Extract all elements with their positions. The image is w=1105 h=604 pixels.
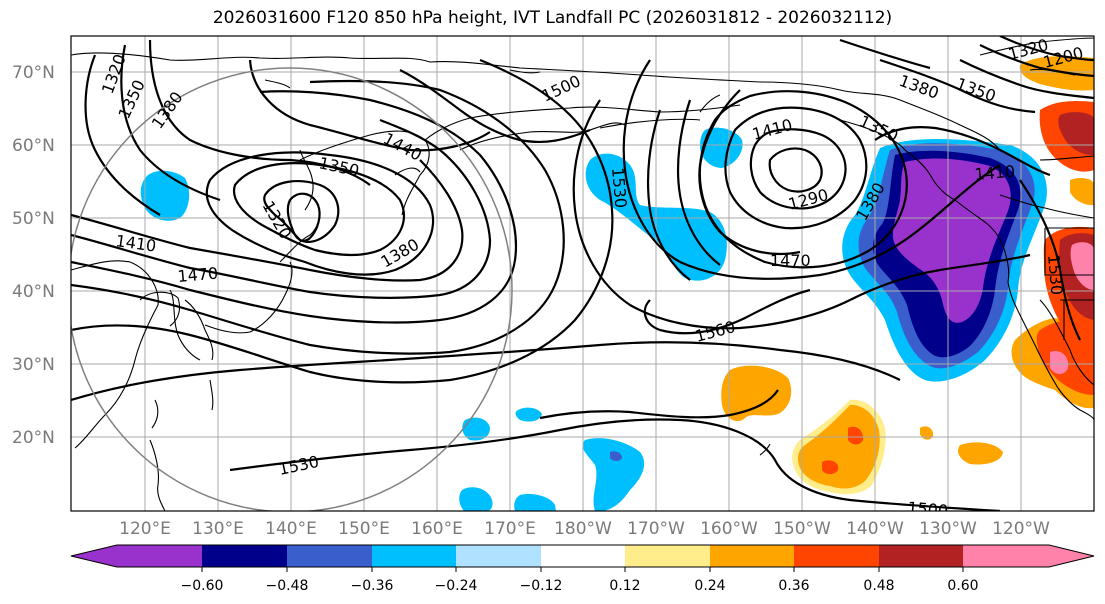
colorbar-swatch	[117, 545, 202, 567]
contour-label: 1470	[177, 264, 219, 286]
longitude-labels: 120°E 130°E 140°E 150°E 160°E 170°E 180°…	[119, 519, 1050, 539]
lon-label: 150°E	[338, 519, 390, 539]
lon-label: 160°W	[700, 519, 758, 539]
colorbar-swatch	[456, 545, 541, 567]
colorbar-tick-label: −0.36	[351, 578, 394, 594]
lon-label: 120°E	[119, 519, 171, 539]
lon-label: 130°E	[192, 519, 244, 539]
lon-label: 150°W	[773, 519, 831, 539]
lon-label: 130°W	[919, 519, 977, 539]
lon-label: 170°W	[627, 519, 685, 539]
colorbar-swatch	[794, 545, 879, 567]
lon-label: 140°W	[846, 519, 904, 539]
colorbar-tick-label: −0.24	[435, 578, 478, 594]
lat-label: 50°N	[12, 209, 55, 229]
colorbar-max-extend	[1049, 545, 1094, 567]
colorbar-swatch	[287, 545, 372, 567]
lon-label: 180°W	[554, 519, 612, 539]
colorbar-tick-label: 0.36	[778, 578, 809, 594]
colorbar-swatch	[372, 545, 456, 567]
contour-label: 1410	[974, 162, 1016, 184]
lon-label: 140°E	[265, 519, 317, 539]
colorbar-tick-label: 0.60	[947, 578, 978, 594]
contour-label: 1470	[770, 251, 811, 270]
lat-label: 20°N	[12, 428, 55, 448]
colorbar-swatch	[625, 545, 710, 567]
lon-label: 170°E	[484, 519, 536, 539]
contour-label: 1530	[608, 167, 630, 209]
contour-label: 1500	[907, 498, 949, 520]
colorbar-outline	[70, 544, 1095, 568]
map-gridlines	[71, 36, 1094, 511]
great-circle-ring	[71, 67, 513, 511]
colorbar-tick-label: −0.60	[181, 578, 224, 594]
map-panel: 1320 1350 1380 1440 1500 1410 1350 1320 …	[71, 36, 1094, 520]
height-contours	[71, 36, 1094, 511]
colorbar-tick-label: 0.48	[863, 578, 894, 594]
colorbar-tick-label: −0.48	[266, 578, 309, 594]
latitude-labels: 70°N 60°N 50°N 40°N 30°N 20°N	[12, 63, 55, 448]
lat-label: 60°N	[12, 136, 55, 156]
colorbar-swatch	[202, 545, 287, 567]
lat-label: 70°N	[12, 63, 55, 83]
colorbar-swatch	[963, 545, 1049, 567]
colorbar-swatch	[541, 545, 625, 567]
colorbar-min-extend	[71, 545, 117, 567]
colorbar-swatch	[879, 545, 963, 567]
map-frame	[70, 35, 1095, 512]
colorbar-tick-label: 0.12	[609, 578, 640, 594]
colorbar-tick-label: −0.12	[520, 578, 563, 594]
contour-label: 1530	[1044, 254, 1066, 296]
colorbar: −0.60 −0.48 −0.36 −0.24 −0.12 0.12 0.24 …	[70, 544, 1095, 594]
lon-label: 160°E	[411, 519, 463, 539]
lat-label: 40°N	[12, 282, 55, 302]
colorbar-swatch	[710, 545, 794, 567]
map-title: 2026031600 F120 850 hPa height, IVT Land…	[212, 8, 893, 28]
colorbar-tick-label: 0.24	[694, 578, 725, 594]
lat-label: 30°N	[12, 355, 55, 375]
lon-label: 120°W	[992, 519, 1050, 539]
